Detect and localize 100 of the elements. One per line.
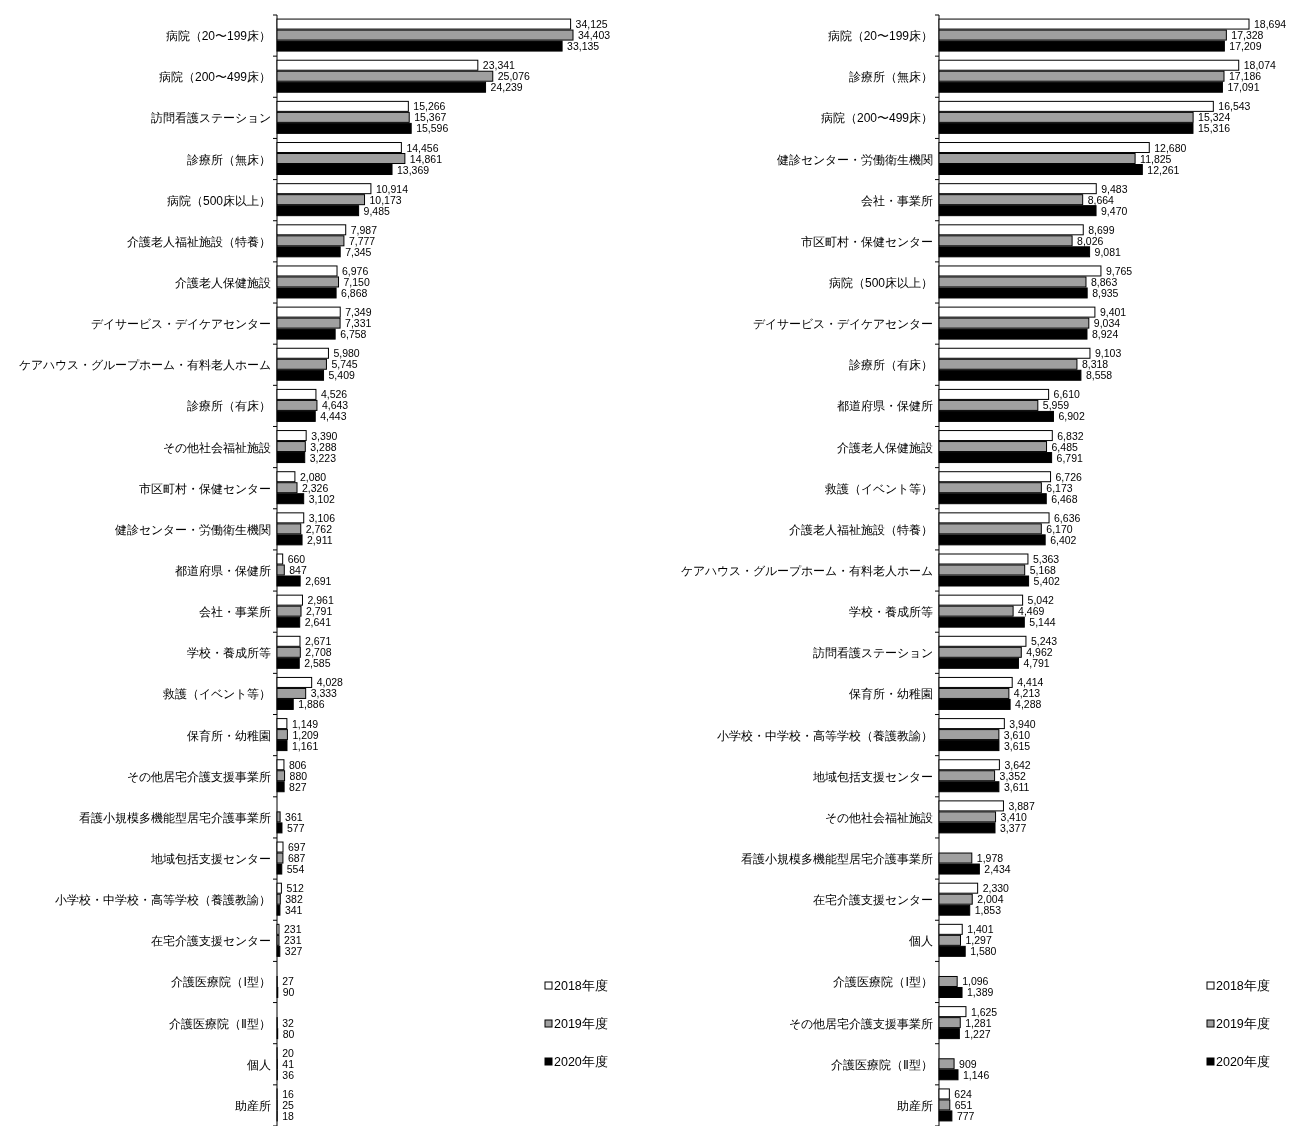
- data-label: 577: [286, 821, 305, 834]
- data-label: 327: [284, 945, 303, 958]
- data-label: 1,096: [962, 975, 989, 988]
- y-tick-label: 学校・養成所等: [187, 646, 271, 661]
- data-label: 9,485: [363, 204, 391, 217]
- data-label: 6,636: [1054, 511, 1081, 524]
- data-label: 2,961: [307, 594, 334, 607]
- y-tick-label: 病院（20〜199床）: [165, 29, 271, 44]
- y-tick-label: 介護老人福祉施設（特養）: [127, 234, 271, 249]
- y-tick-label: 介護医療院（Ⅰ型）: [171, 975, 271, 990]
- y-tick-label: 診療所（無床）: [849, 70, 933, 85]
- data-label: 341: [284, 904, 303, 917]
- data-label: 5,745: [331, 358, 358, 371]
- data-label: 6,758: [340, 328, 367, 341]
- data-label: 6,610: [1053, 388, 1081, 401]
- data-label: 3,106: [308, 511, 336, 524]
- data-label: 14,456: [406, 141, 439, 154]
- y-tick-label: その他社会福祉施設: [163, 440, 271, 455]
- y-tick-label: 会社・事業所: [861, 193, 933, 208]
- data-label: 11,825: [1140, 152, 1172, 165]
- data-label: 15,324: [1198, 111, 1231, 124]
- data-label: 6,726: [1055, 470, 1082, 483]
- data-label: 3,615: [1003, 739, 1031, 752]
- data-label: 5,409: [328, 369, 355, 382]
- data-label: 2,004: [977, 893, 1004, 906]
- y-tick-label: 診療所（有床）: [849, 358, 933, 373]
- data-label: 4,526: [320, 388, 348, 401]
- legend-label: 2020年度: [1216, 1054, 1270, 1069]
- y-tick-label: 訪問看護ステーション: [151, 111, 271, 126]
- data-label: 1,146: [963, 1068, 990, 1081]
- y-tick-label: 介護医療院（Ⅱ型）: [831, 1057, 933, 1072]
- data-label: 6,173: [1046, 481, 1073, 494]
- y-tick-label: 病院（200〜499床）: [820, 111, 933, 126]
- data-label: 880: [289, 769, 308, 782]
- data-label: 6,402: [1050, 533, 1077, 546]
- data-label: 8,935: [1092, 286, 1119, 299]
- data-label: 9,081: [1094, 245, 1122, 258]
- data-label: 16,543: [1218, 100, 1251, 113]
- y-tick-label: 介護老人保健施設: [175, 275, 271, 290]
- y-tick-label: 介護老人福祉施設（特養）: [789, 522, 933, 537]
- data-label: 10,914: [375, 182, 409, 195]
- data-label: 7,150: [343, 275, 370, 288]
- data-label: 32: [282, 1016, 295, 1029]
- legend-label: 2019年度: [1216, 1016, 1270, 1031]
- data-label: 1,886: [298, 698, 325, 711]
- y-tick-label: 診療所（有床）: [187, 399, 271, 414]
- data-label: 9,483: [1101, 182, 1128, 195]
- y-tick-label: 学校・養成所等: [849, 605, 933, 620]
- data-label: 909: [959, 1057, 977, 1070]
- data-label: 2,434: [984, 863, 1011, 876]
- y-tick-label: 市区町村・保健センター: [139, 481, 271, 496]
- data-label: 6,976: [342, 264, 369, 277]
- y-tick-label: 病院（20〜199床）: [827, 29, 933, 44]
- y-tick-label: 個人: [247, 1057, 271, 1072]
- y-tick-label: 都道府県・保健所: [837, 399, 933, 414]
- data-label: 2,911: [307, 533, 333, 546]
- y-tick-label: 会社・事業所: [199, 605, 271, 620]
- data-label: 2,708: [305, 646, 332, 659]
- data-label: 3,333: [310, 687, 338, 700]
- data-label: 3,611: [1003, 780, 1030, 793]
- data-label: 15,316: [1197, 122, 1231, 135]
- data-label: 12,680: [1154, 141, 1187, 154]
- data-label: 2,671: [304, 635, 332, 648]
- data-label: 1,389: [967, 986, 994, 999]
- data-label: 777: [956, 1109, 975, 1122]
- data-label: 8,924: [1091, 328, 1119, 341]
- y-tick-label: 看護小規模多機能型居宅介護事業所: [79, 810, 271, 825]
- y-tick-label: 助産所: [235, 1098, 271, 1113]
- data-label: 90: [282, 986, 295, 999]
- y-tick-label: 市区町村・保健センター: [801, 234, 933, 249]
- data-label: 7,987: [350, 223, 378, 236]
- data-label: 1,209: [292, 728, 319, 741]
- data-label: 3,390: [311, 429, 338, 442]
- data-label: 4,028: [316, 676, 344, 689]
- data-label: 5,042: [1027, 594, 1055, 607]
- data-label: 18,694: [1254, 18, 1287, 31]
- y-tick-label: 地域包括支援センター: [812, 769, 933, 784]
- data-label: 2,080: [299, 470, 327, 483]
- data-label: 3,352: [999, 769, 1027, 782]
- data-label: 6,832: [1057, 429, 1084, 442]
- data-label: 34,125: [575, 18, 608, 31]
- y-tick-label: デイサービス・デイケアセンター: [91, 317, 271, 332]
- data-label: 5,959: [1042, 399, 1070, 412]
- data-label: 3,410: [1000, 810, 1027, 823]
- data-label: 20: [282, 1046, 295, 1059]
- data-label: 8,699: [1088, 223, 1115, 236]
- data-label: 2,585: [304, 657, 331, 670]
- data-label: 9,470: [1101, 204, 1128, 217]
- y-tick-label: 病院（200〜499床）: [158, 70, 271, 85]
- y-tick-label: その他居宅介護支援事業所: [789, 1016, 933, 1031]
- data-label: 6,485: [1051, 440, 1078, 453]
- data-label: 5,243: [1030, 635, 1058, 648]
- data-label: 4,288: [1015, 698, 1042, 711]
- data-label: 6,468: [1051, 492, 1078, 505]
- data-label: 651: [954, 1098, 973, 1111]
- y-tick-label: 助産所: [897, 1098, 933, 1113]
- y-tick-label: 個人: [909, 934, 933, 949]
- data-label: 10,173: [369, 193, 402, 206]
- data-label: 2,762: [305, 522, 333, 535]
- data-label: 18: [282, 1109, 294, 1122]
